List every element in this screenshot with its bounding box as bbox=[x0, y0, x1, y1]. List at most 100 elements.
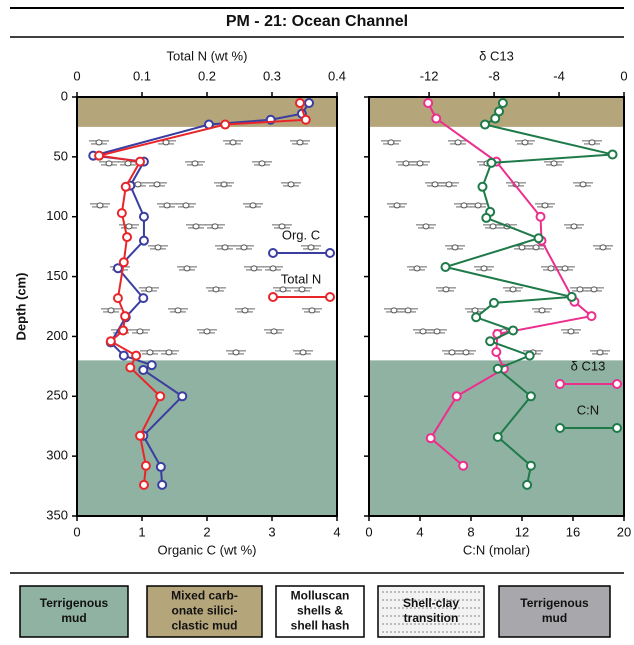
shell-symbol bbox=[288, 182, 294, 187]
marker bbox=[178, 392, 186, 400]
marker bbox=[478, 183, 486, 191]
shell-symbol bbox=[591, 287, 597, 292]
x-tick-label: 16 bbox=[566, 524, 580, 539]
shell-symbol bbox=[297, 140, 303, 145]
shell-symbol bbox=[280, 287, 286, 292]
facies-key-label: mud bbox=[61, 611, 86, 625]
marker bbox=[537, 213, 545, 221]
y-tick-label: 50 bbox=[54, 148, 68, 163]
facies-key-label: Terrigenous bbox=[40, 596, 109, 610]
shell-symbol bbox=[126, 224, 132, 229]
shell-symbol bbox=[308, 245, 314, 250]
shell-symbol bbox=[242, 308, 248, 313]
shell-symbol bbox=[164, 203, 170, 208]
title: PM - 21: Ocean Channel bbox=[226, 13, 408, 30]
facies-key-label: Shell-clay bbox=[403, 596, 459, 610]
marker bbox=[121, 312, 129, 320]
x-tick-label: 1 bbox=[138, 524, 145, 539]
marker bbox=[424, 99, 432, 107]
marker bbox=[122, 183, 130, 191]
legend-marker bbox=[269, 249, 277, 257]
legend-marker bbox=[556, 380, 564, 388]
shell-symbol bbox=[597, 350, 603, 355]
marker bbox=[609, 150, 617, 158]
x-tick-label: 12 bbox=[515, 524, 529, 539]
shell-symbol bbox=[183, 203, 189, 208]
marker bbox=[136, 432, 144, 440]
x-tick-label: 4 bbox=[333, 524, 340, 539]
legend-marker bbox=[326, 293, 334, 301]
facies-key-label: mud bbox=[542, 611, 567, 625]
shell-symbol bbox=[443, 287, 449, 292]
marker bbox=[527, 392, 535, 400]
marker bbox=[120, 258, 128, 266]
marker bbox=[494, 365, 502, 373]
marker bbox=[481, 121, 489, 129]
shell-symbol bbox=[213, 287, 219, 292]
legend-label: C:N bbox=[577, 402, 599, 417]
facies-key-label: shell hash bbox=[291, 619, 350, 633]
marker bbox=[302, 116, 310, 124]
marker bbox=[136, 158, 144, 166]
shell-symbol bbox=[568, 329, 574, 334]
x-axis-title: C:N (molar) bbox=[463, 542, 530, 557]
shell-symbol bbox=[533, 245, 539, 250]
shell-symbol bbox=[192, 161, 198, 166]
shell-symbol bbox=[455, 140, 461, 145]
marker bbox=[148, 361, 156, 369]
marker bbox=[119, 326, 127, 334]
shell-symbol bbox=[434, 329, 440, 334]
x-tick-label: 4 bbox=[416, 524, 423, 539]
shell-symbol bbox=[193, 224, 199, 229]
shell-symbol bbox=[221, 182, 227, 187]
shell-symbol bbox=[539, 308, 545, 313]
x-tick-label: 0 bbox=[73, 524, 80, 539]
shell-symbol bbox=[405, 308, 411, 313]
marker bbox=[499, 99, 507, 107]
shell-symbol bbox=[147, 350, 153, 355]
shell-symbol bbox=[461, 203, 467, 208]
legend-marker bbox=[613, 380, 621, 388]
y-tick-label: 350 bbox=[46, 507, 68, 522]
marker bbox=[568, 293, 576, 301]
marker bbox=[95, 152, 103, 160]
shell-symbol bbox=[463, 350, 469, 355]
shell-symbol bbox=[589, 140, 595, 145]
shell-symbol bbox=[600, 245, 606, 250]
y-tick-label: 100 bbox=[46, 208, 68, 223]
x2-axis-title: δ C13 bbox=[479, 48, 514, 63]
marker bbox=[126, 364, 134, 372]
shell-symbol bbox=[137, 329, 143, 334]
shell-symbol bbox=[166, 350, 172, 355]
x2-tick-label: 0.4 bbox=[328, 68, 346, 83]
marker bbox=[527, 462, 535, 470]
shell-symbol bbox=[251, 266, 257, 271]
marker bbox=[492, 348, 500, 356]
legend-label: Total N bbox=[281, 271, 321, 286]
x2-tick-label: 0 bbox=[73, 68, 80, 83]
shell-symbol bbox=[299, 287, 305, 292]
shell-symbol bbox=[472, 308, 478, 313]
legend-marker bbox=[613, 424, 621, 432]
shell-symbol bbox=[146, 287, 152, 292]
shell-symbol bbox=[233, 350, 239, 355]
shell-symbol bbox=[417, 161, 423, 166]
shell-symbol bbox=[96, 140, 102, 145]
x-axis-title: Organic C (wt %) bbox=[158, 542, 257, 557]
x-tick-label: 20 bbox=[617, 524, 631, 539]
facies-key-label: Molluscan bbox=[291, 589, 350, 603]
x2-tick-label: 0 bbox=[620, 68, 627, 83]
x-tick-label: 2 bbox=[203, 524, 210, 539]
marker bbox=[526, 352, 534, 360]
shell-symbol bbox=[519, 245, 525, 250]
marker bbox=[486, 337, 494, 345]
marker bbox=[491, 115, 499, 123]
shell-symbol bbox=[571, 224, 577, 229]
facies-key-label: onate silici- bbox=[171, 604, 237, 618]
legend-marker bbox=[556, 424, 564, 432]
marker bbox=[494, 433, 502, 441]
shell-symbol bbox=[414, 266, 420, 271]
y-tick-label: 200 bbox=[46, 328, 68, 343]
shell-symbol bbox=[432, 182, 438, 187]
shell-symbol bbox=[490, 224, 496, 229]
